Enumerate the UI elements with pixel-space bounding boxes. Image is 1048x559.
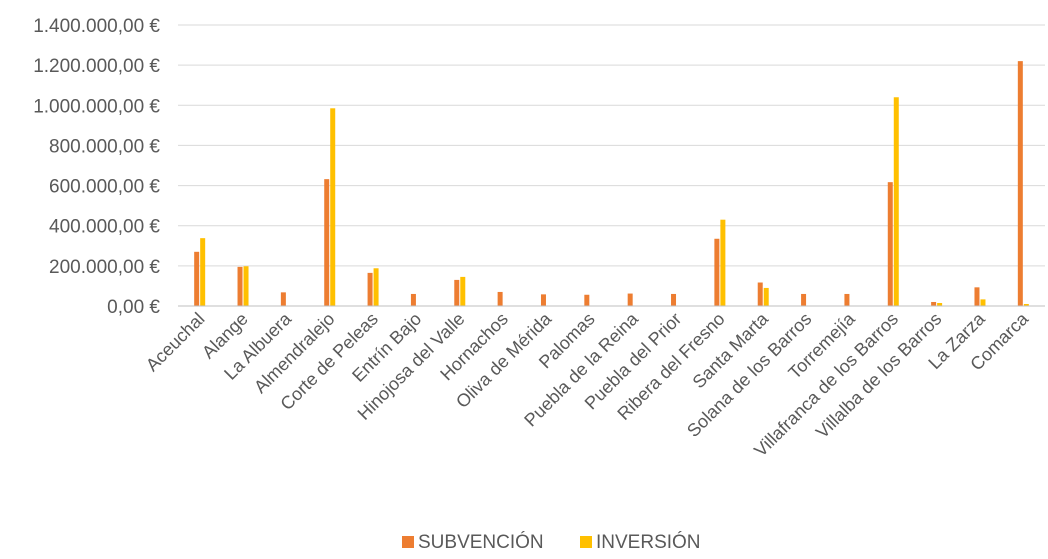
bar-subvencion	[1017, 61, 1023, 306]
legend-swatch	[402, 536, 414, 548]
bar-inversion	[460, 276, 466, 306]
bar-subvencion	[974, 287, 980, 306]
bar-subvencion	[714, 238, 720, 306]
y-tick-label: 1.400.000,00 €	[33, 16, 160, 37]
bar-inversion	[763, 287, 769, 306]
bar-subvencion	[367, 272, 373, 306]
bar-inversion	[1023, 303, 1029, 306]
y-tick-label: 0,00 €	[107, 297, 160, 318]
bar-subvencion	[454, 279, 460, 306]
legend-label: SUBVENCIÓN	[418, 531, 544, 553]
bar-subvencion	[844, 293, 850, 306]
legend: SUBVENCIÓN INVERSIÓN	[402, 531, 701, 553]
bar-inversion	[330, 108, 336, 307]
bar-inversion	[720, 219, 726, 306]
x-category-label: Aceuchal	[142, 309, 209, 376]
bars	[194, 61, 1029, 307]
legend-label: INVERSIÓN	[596, 531, 701, 553]
y-tick-label: 1.000.000,00 €	[33, 96, 160, 117]
bar-subvencion	[497, 291, 503, 306]
bar-subvencion	[540, 294, 546, 306]
y-axis-tick-labels: 0,00 € 200.000,00 € 400.000,00 € 600.000,00…	[33, 16, 160, 318]
bar-subvencion	[627, 293, 633, 306]
gridlines	[178, 24, 1045, 267]
bar-inversion	[980, 299, 986, 306]
bar-subvencion	[671, 293, 677, 306]
y-tick-label: 200.000,00 €	[49, 257, 160, 278]
bar-inversion	[243, 266, 249, 306]
bar-subvencion	[324, 179, 330, 306]
bar-subvencion	[931, 301, 937, 306]
bar-subvencion	[410, 293, 416, 306]
bar-subvencion	[237, 266, 243, 306]
bar-subvencion	[280, 292, 286, 306]
bar-subvencion	[887, 182, 893, 306]
bar-inversion	[373, 268, 379, 306]
bar-subvencion	[801, 293, 807, 306]
y-tick-label: 800.000,00 €	[49, 136, 160, 157]
bar-subvencion	[757, 282, 763, 306]
bar-inversion	[893, 97, 899, 306]
legend-swatch	[580, 536, 592, 548]
y-tick-label: 1.200.000,00 €	[33, 56, 160, 77]
y-tick-label: 600.000,00 €	[49, 177, 160, 198]
bar-subvencion	[194, 251, 200, 306]
bar-subvencion	[584, 294, 590, 306]
bar-inversion	[937, 302, 943, 306]
bar-inversion	[200, 238, 206, 306]
y-tick-label: 400.000,00 €	[49, 217, 160, 238]
